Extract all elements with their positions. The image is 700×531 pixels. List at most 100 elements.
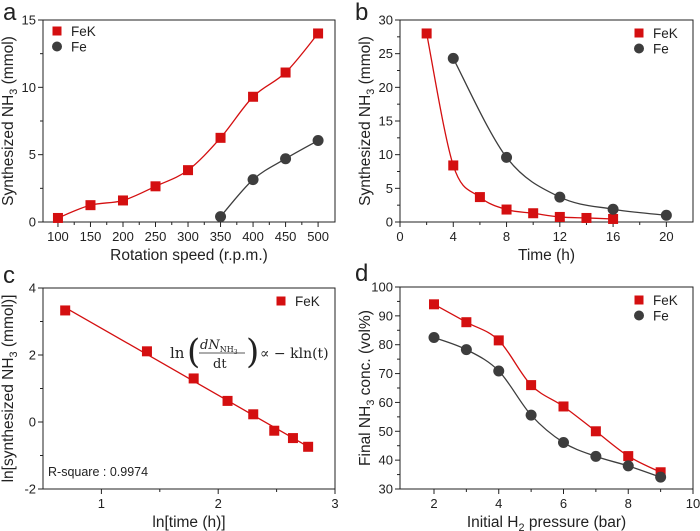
x-tick-label: 10 [686, 496, 700, 511]
y-tick-label: 25 [379, 46, 393, 61]
fe-data-point [655, 471, 667, 483]
y-axis-label: Synthesized NH3 (mmol) [357, 36, 377, 206]
y-tick-label: 10 [22, 80, 36, 95]
x-tick-label: 16 [606, 229, 620, 244]
plot-frame [42, 287, 336, 490]
y-tick-label: 15 [379, 114, 393, 129]
legend-label: Fe [653, 42, 669, 57]
fe-data-point [215, 211, 227, 223]
legend-label: FeK [295, 294, 320, 309]
panel-letter: b [355, 0, 368, 26]
fek-data-point [280, 67, 291, 78]
x-tick-label: 100 [47, 229, 69, 244]
equation-numerator: dNNH3 [200, 338, 238, 356]
legend-item-fek: FeK [634, 26, 678, 41]
fek-series-line [433, 303, 661, 473]
y-tick-label: 5 [386, 181, 393, 196]
fek-data-point [215, 132, 226, 143]
fek-data-point [474, 192, 485, 203]
y-tick-label: 0 [29, 215, 36, 230]
x-tick-label: 2 [215, 496, 222, 511]
panel-letter: d [355, 260, 368, 287]
fek-data-point [501, 204, 512, 215]
fek-data-point [558, 401, 569, 412]
legend-marker [52, 41, 62, 52]
y-tick-label: 50 [379, 424, 393, 439]
equation-ln: ln [170, 344, 185, 362]
x-tick-label: 1 [98, 496, 105, 511]
legend-item-fek: FeK [52, 24, 96, 39]
x-tick-label: 450 [275, 229, 297, 244]
legend-marker [276, 296, 286, 306]
panel-d: d 2 4 6 8 10 30 40 50 60 70 80 90 100 Initial H2 press… [355, 260, 700, 531]
fek-data-point [313, 28, 324, 39]
x-tick-label: 400 [242, 229, 264, 244]
panel-c: c 1 2 3 -2 0 2 4 ln[time (h)] ln[synthesized NH3 … [0, 262, 339, 531]
x-tick-label: 250 [145, 229, 167, 244]
fek-data-point [269, 425, 280, 436]
fe-data-point [525, 409, 537, 421]
legend-item-fe: Fe [634, 42, 669, 57]
x-tick-label: 500 [307, 229, 329, 244]
legend-marker [634, 28, 644, 38]
y-tick-label: -2 [24, 482, 36, 497]
x-tick-label: 8 [503, 229, 510, 244]
panel-letter: c [3, 262, 15, 289]
x-tick-label: 6 [560, 496, 567, 511]
y-tick-label: 80 [379, 337, 393, 352]
plot-frame [399, 19, 694, 223]
x-tick-label: 20 [659, 229, 673, 244]
fek-fit-line [64, 306, 309, 448]
fek-series-line [57, 33, 319, 219]
r-square-annotation: R-square : 0.9974 [48, 465, 148, 479]
x-tick-label: 200 [112, 229, 134, 244]
legend-item-fe: Fe [634, 309, 669, 324]
fek-data-point [287, 433, 298, 444]
fek-data-point [183, 165, 194, 176]
fek-data-point [461, 317, 472, 328]
x-tick-label: 350 [210, 229, 232, 244]
legend-label: FeK [653, 26, 678, 41]
legend-label: Fe [653, 309, 669, 324]
legend-marker [634, 295, 644, 305]
fek-data-point [428, 299, 439, 310]
fe-data-point [312, 135, 324, 147]
fek-data-point [528, 208, 539, 219]
fe-data-point [660, 209, 672, 221]
x-tick-label: 0 [396, 229, 403, 244]
y-tick-label: 0 [29, 415, 36, 430]
x-axis-label: Rotation speed (r.p.m.) [110, 247, 268, 264]
x-tick-label: 4 [450, 229, 457, 244]
y-tick-label: 40 [379, 453, 393, 468]
equation-rhs: ∝ − kln(t) [260, 346, 329, 362]
y-tick-label: 90 [379, 308, 393, 323]
fe-data-point [554, 191, 566, 203]
fek-data-point [248, 91, 259, 102]
fe-data-point [501, 151, 513, 163]
legend-item-fek: FeK [634, 293, 678, 308]
x-tick-label: 300 [177, 229, 199, 244]
y-tick-label: 60 [379, 395, 393, 410]
x-axis-label: Time (h) [518, 247, 575, 264]
legend-marker [52, 26, 62, 36]
fe-data-point [460, 344, 472, 356]
fek-data-point [623, 451, 634, 462]
y-tick-label: 30 [379, 482, 393, 497]
fek-data-point [448, 160, 459, 171]
y-axis-label: ln[synthesized NH3 (mmol)] [0, 295, 20, 483]
panel-letter: a [3, 0, 17, 26]
x-tick-label: 4 [495, 496, 502, 511]
y-tick-label: 4 [29, 281, 36, 296]
fek-data-point [590, 426, 601, 437]
fe-data-point [247, 174, 259, 186]
x-tick-label: 2 [430, 496, 437, 511]
x-tick-label: 12 [553, 229, 567, 244]
fek-data-point [493, 335, 504, 346]
fe-series-line [220, 139, 319, 218]
equation-paren-right: ) [246, 332, 259, 372]
plot-frame [399, 286, 694, 490]
y-tick-label: 10 [379, 147, 393, 162]
fek-data-point [117, 195, 128, 206]
fe-data-point [557, 437, 569, 449]
